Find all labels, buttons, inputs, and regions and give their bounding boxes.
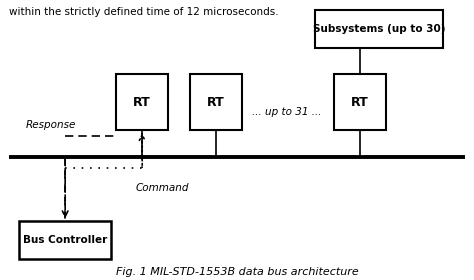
Text: RT: RT [133,96,151,109]
Text: Command: Command [135,183,189,193]
Bar [19,221,111,259]
Text: ... up to 31 ...: ... up to 31 ... [252,107,321,117]
Bar [315,10,443,48]
Bar [190,74,242,130]
Bar [334,74,386,130]
Text: RT: RT [207,96,225,109]
Bar [116,74,168,130]
Text: Bus Controller: Bus Controller [23,235,107,245]
Text: Fig. 1 MIL-STD-1553B data bus architecture: Fig. 1 MIL-STD-1553B data bus architectu… [116,267,358,277]
Text: Subsystems (up to 30): Subsystems (up to 30) [313,24,446,34]
Text: within the strictly defined time of 12 microseconds.: within the strictly defined time of 12 m… [9,7,279,17]
Text: RT: RT [351,96,369,109]
Text: Response: Response [26,120,76,130]
